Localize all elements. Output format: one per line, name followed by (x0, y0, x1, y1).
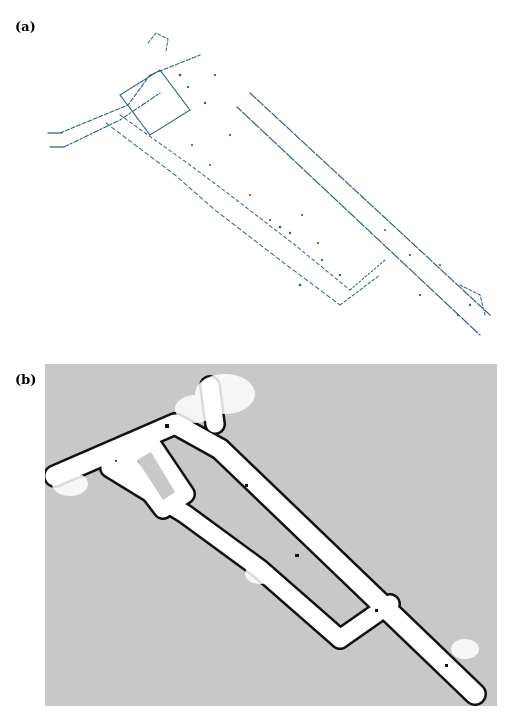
occupancy-grid-map (45, 364, 497, 706)
panel-b-label: (b) (15, 373, 37, 388)
point-cloud-map (47, 32, 491, 336)
panel-a-label: (a) (15, 20, 36, 35)
